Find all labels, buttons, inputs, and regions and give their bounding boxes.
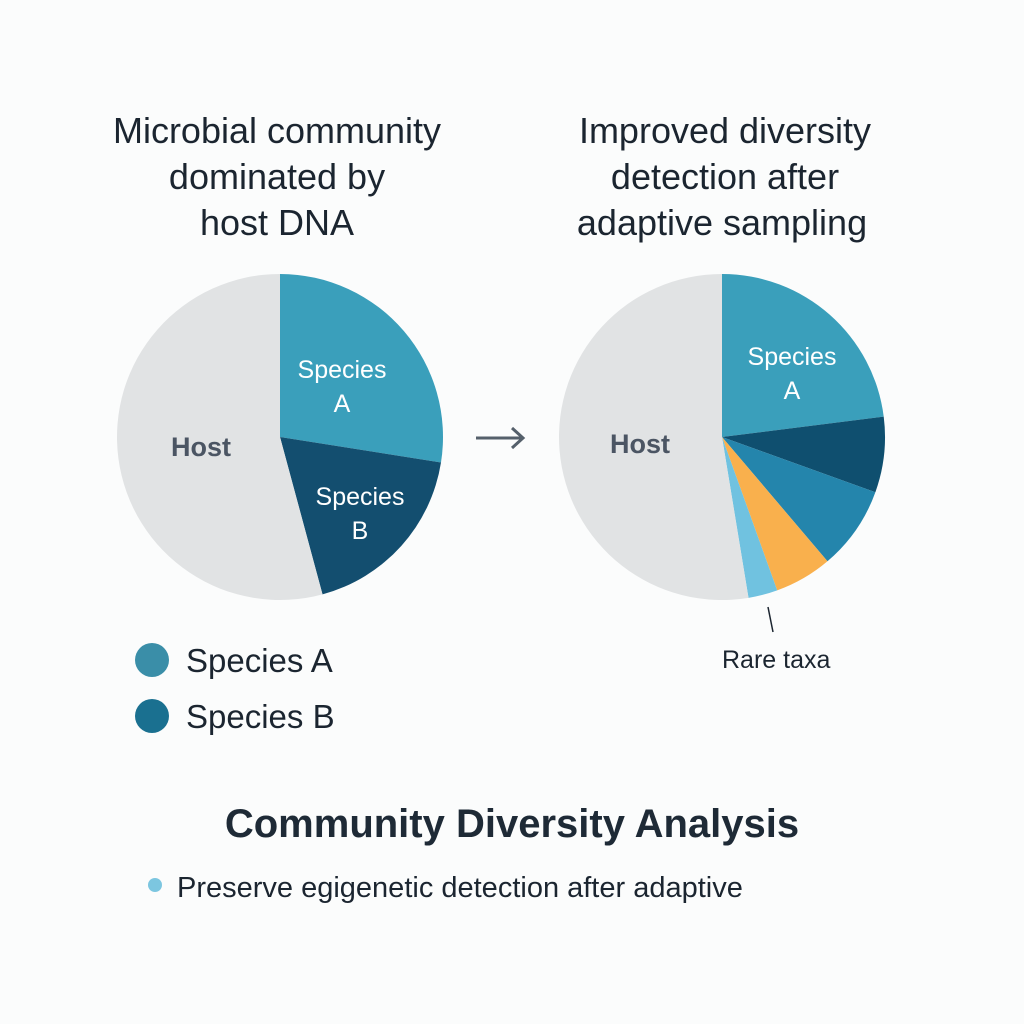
left-species-b-label: Species	[316, 483, 405, 511]
bullet-dot	[148, 878, 162, 892]
left-title-line: dominated by	[169, 156, 385, 197]
pie-slice-species-a	[280, 274, 443, 463]
right-species-a-label: Species	[748, 343, 837, 371]
right-title: Improved diversity detection after adapt…	[577, 110, 871, 243]
right-title-line: adaptive sampling	[577, 202, 867, 243]
left-title-line: host DNA	[200, 202, 354, 243]
footer-heading: Community Diversity Analysis	[225, 802, 799, 846]
pie-slice-rare-taxa-2	[722, 437, 876, 562]
arrow-icon	[476, 426, 526, 450]
left-title: Microbial community dominated by host DN…	[113, 110, 441, 243]
legend-swatch-species-a	[135, 643, 169, 677]
right-pie	[559, 273, 886, 600]
pie-slice-rare-taxa-4	[722, 437, 778, 598]
pie-slice-species-a	[722, 274, 884, 437]
left-species-a-label: Species	[298, 356, 387, 384]
left-title-line: Microbial community	[113, 110, 441, 151]
left-host-label: Host	[171, 432, 231, 462]
rare-taxa-leader	[767, 606, 774, 633]
footer-bullet-text: Preserve egigenetic detection after adap…	[177, 872, 743, 904]
legend-swatch-species-b	[135, 699, 169, 733]
legend-label-species-a: Species A	[186, 642, 333, 679]
pie-slice-host	[116, 274, 323, 600]
right-species-a-label: A	[784, 377, 801, 405]
pie-slice-species-b	[280, 437, 441, 595]
pie-slice-rare-taxa-3	[722, 437, 828, 591]
right-title-line: detection after	[611, 156, 839, 197]
left-pie	[116, 274, 443, 600]
legend-label-species-b: Species B	[186, 698, 335, 735]
legend: Species A Species B	[135, 642, 335, 735]
rare-taxa-annotation: Rare taxa	[722, 646, 830, 674]
left-species-a-label: A	[334, 390, 351, 418]
left-species-b-label: B	[352, 517, 369, 545]
right-title-line: Improved diversity	[579, 110, 871, 151]
pie-slice-host	[559, 273, 749, 600]
pie-slice-rare-taxa-1	[722, 416, 886, 493]
right-host-label: Host	[610, 429, 670, 459]
